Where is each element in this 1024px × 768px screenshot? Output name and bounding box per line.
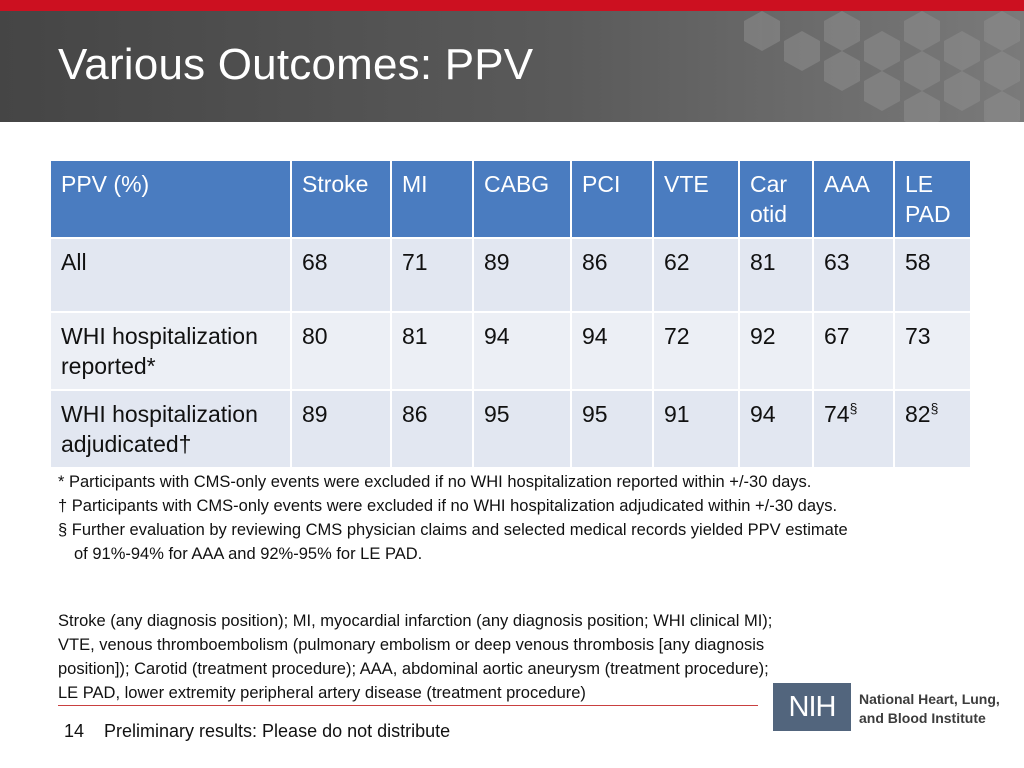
abbreviation-line: position]); Carotid (treatment procedure… xyxy=(58,660,769,678)
abbreviations: Stroke (any diagnosis position); MI, myo… xyxy=(58,609,958,705)
abbreviation-line: LE PAD, lower extremity peripheral arter… xyxy=(58,684,586,702)
page-number: 14 xyxy=(64,721,85,741)
footnote-section-continued: of 91%-94% for AAA and 92%-95% for LE PA… xyxy=(74,545,423,563)
footer-notice: Preliminary results: Please do not distr… xyxy=(104,721,451,741)
row-label: All xyxy=(51,239,292,313)
institute-name-line: National Heart, Lung, xyxy=(859,691,1000,707)
table-cell: 72 xyxy=(654,313,740,391)
ppv-table: PPV (%) Stroke MI CABG PCI VTE Car otid … xyxy=(51,161,972,469)
table-header-row: PPV (%) Stroke MI CABG PCI VTE Car otid … xyxy=(51,161,972,239)
header-cabg: CABG xyxy=(474,161,572,239)
table-cell: 95 xyxy=(572,391,654,469)
footer-divider xyxy=(58,705,758,706)
table-cell: 81 xyxy=(392,313,474,391)
footnote-mark: § xyxy=(849,400,858,416)
table-cell: 86 xyxy=(392,391,474,469)
table-cell: 89 xyxy=(474,239,572,313)
footnote-star: * Participants with CMS-only events were… xyxy=(58,473,812,491)
table-cell: 94 xyxy=(474,313,572,391)
slide-title: Various Outcomes: PPV xyxy=(58,40,534,89)
table-row: WHI hospitalization adjudicated† 89 86 9… xyxy=(51,391,972,469)
header-mi: MI xyxy=(392,161,474,239)
nih-logo: NIH xyxy=(773,683,851,731)
header-carotid: Car otid xyxy=(740,161,814,239)
nih-logo-text: NIH xyxy=(788,691,837,723)
slide-header: Various Outcomes: PPV xyxy=(0,11,1024,122)
table-cell: 58 xyxy=(895,239,972,313)
footnote-dagger: † Participants with CMS-only events were… xyxy=(58,497,838,515)
table-cell: 92 xyxy=(740,313,814,391)
table-cell: 63 xyxy=(814,239,895,313)
table-cell: 95 xyxy=(474,391,572,469)
table-cell: 67 xyxy=(814,313,895,391)
table-cell: 74§ xyxy=(814,391,895,469)
header-stroke: Stroke xyxy=(292,161,392,239)
footnote-mark: § xyxy=(930,400,939,416)
table-row: All 68 71 89 86 62 81 63 58 xyxy=(51,239,972,313)
cell-value: 82 xyxy=(905,401,931,427)
institute-name-line: and Blood Institute xyxy=(859,710,986,726)
table-cell: 73 xyxy=(895,313,972,391)
footnotes: * Participants with CMS-only events were… xyxy=(58,470,1018,566)
table-cell: 94 xyxy=(572,313,654,391)
table-cell: 80 xyxy=(292,313,392,391)
table-cell: 81 xyxy=(740,239,814,313)
table-cell: 91 xyxy=(654,391,740,469)
row-label: WHI hospitalization reported* xyxy=(51,313,292,391)
hexagon-pattern-decoration xyxy=(744,11,1020,122)
table-row: WHI hospitalization reported* 80 81 94 9… xyxy=(51,313,972,391)
header-ppv: PPV (%) xyxy=(51,161,292,239)
table-cell: 62 xyxy=(654,239,740,313)
header-pci: PCI xyxy=(572,161,654,239)
institute-name: National Heart, Lung, and Blood Institut… xyxy=(859,690,1019,728)
abbreviation-line: Stroke (any diagnosis position); MI, myo… xyxy=(58,612,773,630)
header-le-pad: LE PAD xyxy=(895,161,972,239)
table-cell: 86 xyxy=(572,239,654,313)
table-cell: 71 xyxy=(392,239,474,313)
abbreviation-line: VTE, venous thromboembolism (pulmonary e… xyxy=(58,636,765,654)
header-vte: VTE xyxy=(654,161,740,239)
table-cell: 89 xyxy=(292,391,392,469)
table-cell: 94 xyxy=(740,391,814,469)
table-cell: 82§ xyxy=(895,391,972,469)
header-aaa: AAA xyxy=(814,161,895,239)
table-cell: 68 xyxy=(292,239,392,313)
top-accent-bar xyxy=(0,0,1024,11)
footnote-section: § Further evaluation by reviewing CMS ph… xyxy=(58,521,848,539)
row-label: WHI hospitalization adjudicated† xyxy=(51,391,292,469)
cell-value: 74 xyxy=(824,401,850,427)
